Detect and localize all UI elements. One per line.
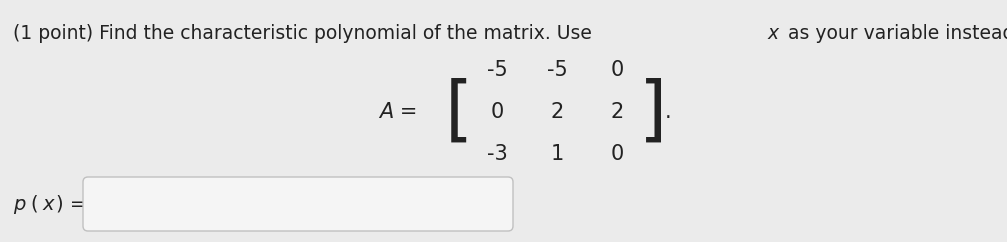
Text: 2: 2	[551, 102, 564, 122]
Text: 0: 0	[610, 144, 623, 164]
Text: p: p	[13, 195, 25, 213]
Text: -5: -5	[547, 60, 567, 80]
Text: (1 point) Find the characteristic polynomial of the matrix. Use: (1 point) Find the characteristic polyno…	[13, 24, 598, 43]
Text: 2: 2	[610, 102, 623, 122]
Text: x: x	[42, 195, 53, 213]
Text: -3: -3	[486, 144, 508, 164]
Text: ) =: ) =	[56, 195, 87, 213]
Text: 0: 0	[610, 60, 623, 80]
Text: as your variable instead of λ.: as your variable instead of λ.	[782, 24, 1007, 43]
Text: ]: ]	[638, 77, 667, 146]
Text: -5: -5	[486, 60, 508, 80]
Text: [: [	[445, 77, 473, 146]
Text: (: (	[30, 195, 37, 213]
Text: A =: A =	[379, 102, 417, 122]
FancyBboxPatch shape	[83, 177, 513, 231]
Text: 0: 0	[490, 102, 504, 122]
Text: 1: 1	[551, 144, 564, 164]
Text: .: .	[665, 102, 672, 122]
Text: x: x	[767, 24, 778, 43]
